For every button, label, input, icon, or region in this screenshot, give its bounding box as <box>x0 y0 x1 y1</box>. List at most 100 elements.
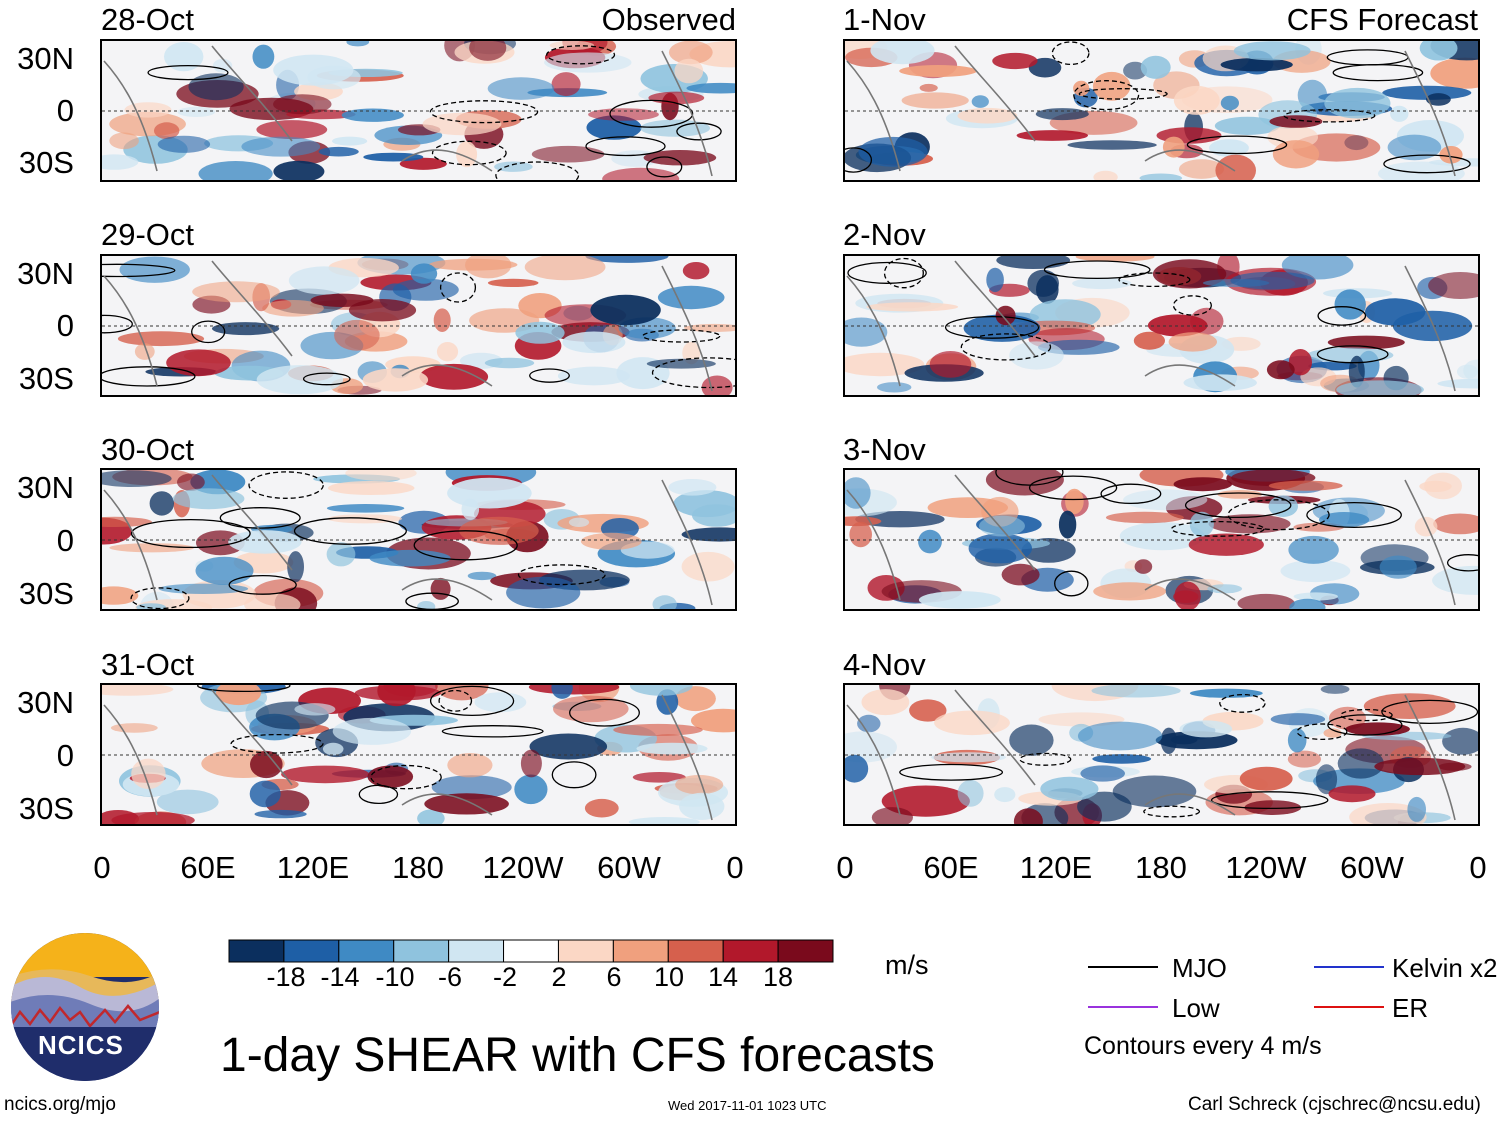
shear-blob <box>327 542 356 566</box>
shear-blob <box>996 306 1016 325</box>
colorbar-swatch-0 <box>229 940 284 962</box>
shear-blob <box>679 793 724 820</box>
shear-blob <box>488 279 539 287</box>
shear-blob <box>1307 348 1394 363</box>
shear-blob <box>683 262 710 279</box>
shear-blob <box>859 137 928 167</box>
observed-label: Observed <box>520 4 736 35</box>
lon-label-fcst-180: 180 <box>1106 852 1216 883</box>
shear-blob <box>411 263 437 283</box>
shear-blob <box>196 557 254 585</box>
shear-blob <box>333 718 411 745</box>
shear-blob <box>1217 490 1262 499</box>
colorbar-swatch-1 <box>284 940 339 962</box>
shear-blob <box>241 137 320 157</box>
shear-blob <box>1113 776 1197 808</box>
shear-blob <box>1073 81 1089 96</box>
shear-blob <box>637 743 708 755</box>
shear-blob <box>506 577 580 609</box>
shear-blob <box>979 516 1025 537</box>
shear-blob <box>328 481 415 495</box>
shear-blob <box>562 332 625 354</box>
map-field <box>102 470 735 609</box>
colorbar-label-neg18: -18 <box>256 962 316 993</box>
shear-blob <box>253 45 275 69</box>
lat-label-30n-row3: 30N <box>4 472 74 503</box>
shear-blob <box>319 147 359 157</box>
shear-blob <box>118 331 204 346</box>
shear-blob <box>485 358 534 369</box>
lat-label-30s-row3: 30S <box>4 578 74 609</box>
shear-blob <box>648 92 704 105</box>
shear-blob <box>1230 272 1314 290</box>
map-obs-4 <box>100 683 737 826</box>
shear-blob <box>1328 785 1375 802</box>
shear-blob <box>1390 106 1408 122</box>
footer-credit: Carl Schreck (cjschrec@ncsu.edu) <box>1188 1094 1481 1116</box>
map-fcst-4 <box>843 683 1480 826</box>
shear-blob <box>866 302 958 311</box>
map-field <box>102 256 735 395</box>
shear-blob <box>158 136 210 153</box>
shear-blob <box>1269 115 1322 128</box>
shear-blob <box>552 72 581 96</box>
lat-label-30s-row1: 30S <box>4 147 74 178</box>
colorbar-swatch-3 <box>394 940 449 962</box>
shear-blob <box>1234 41 1311 60</box>
colorbar-units: m/s <box>885 950 929 981</box>
shear-blob <box>125 102 172 117</box>
shear-blob <box>532 146 605 163</box>
lon-label-obs-60w: 60W <box>574 852 684 883</box>
shear-blob <box>590 295 660 325</box>
colorbar-swatch-10 <box>778 940 833 962</box>
map-field <box>845 685 1478 824</box>
forecast-label: CFS Forecast <box>1180 4 1478 35</box>
shear-blob <box>1065 489 1084 514</box>
colorbar-swatch-5 <box>504 940 559 962</box>
shear-blob <box>488 77 555 100</box>
shear-blob <box>958 780 984 807</box>
shear-blob <box>349 299 416 321</box>
shear-blob <box>120 257 190 283</box>
shear-blob <box>1221 96 1239 110</box>
lat-label-30s-row4: 30S <box>4 793 74 824</box>
lon-label-fcst-120e: 120E <box>1001 852 1111 883</box>
shear-blob <box>447 753 492 777</box>
shear-blob <box>674 59 703 84</box>
map-obs-2 <box>100 254 737 397</box>
colorbar-label-18: 18 <box>748 962 808 993</box>
ncics-logo-text: NCICS <box>38 1030 124 1061</box>
shear-blob <box>431 578 451 600</box>
colorbar-swatch-9 <box>723 940 778 962</box>
map-fcst-3 <box>843 468 1480 611</box>
shear-blob <box>969 533 1032 563</box>
shear-blob <box>521 750 542 778</box>
shear-blob <box>434 308 451 332</box>
shear-blob <box>281 766 369 784</box>
lon-label-fcst-360: 0 <box>1423 852 1510 883</box>
shear-blob <box>1106 512 1184 523</box>
shear-blob <box>294 703 335 715</box>
lon-label-fcst-60e: 60E <box>896 852 1006 883</box>
legend-label-er: ER <box>1392 994 1428 1022</box>
shear-blob <box>255 810 307 818</box>
shear-blob <box>930 351 972 378</box>
panel-date-fcst-3: 3-Nov <box>843 434 926 465</box>
shear-blob <box>1092 754 1151 764</box>
colorbar-label-neg14: -14 <box>310 962 370 993</box>
map-fcst-1 <box>843 39 1480 182</box>
shear-blob <box>1072 278 1131 289</box>
shear-blob <box>1271 713 1325 725</box>
shear-blob <box>553 696 629 723</box>
colorbar-label-neg6: -6 <box>420 962 480 993</box>
lon-label-fcst-120w: 120W <box>1211 852 1321 883</box>
lat-label-30n-row4: 30N <box>4 687 74 718</box>
lon-label-obs-360: 0 <box>680 852 790 883</box>
shear-blob <box>920 84 938 92</box>
shear-blob <box>1080 765 1125 781</box>
footer-website[interactable]: ncics.org/mjo <box>4 1094 116 1116</box>
panel-date-fcst-2: 2-Nov <box>843 219 926 250</box>
shear-blob <box>1009 725 1053 756</box>
shear-blob <box>899 65 977 77</box>
map-field <box>845 256 1478 395</box>
